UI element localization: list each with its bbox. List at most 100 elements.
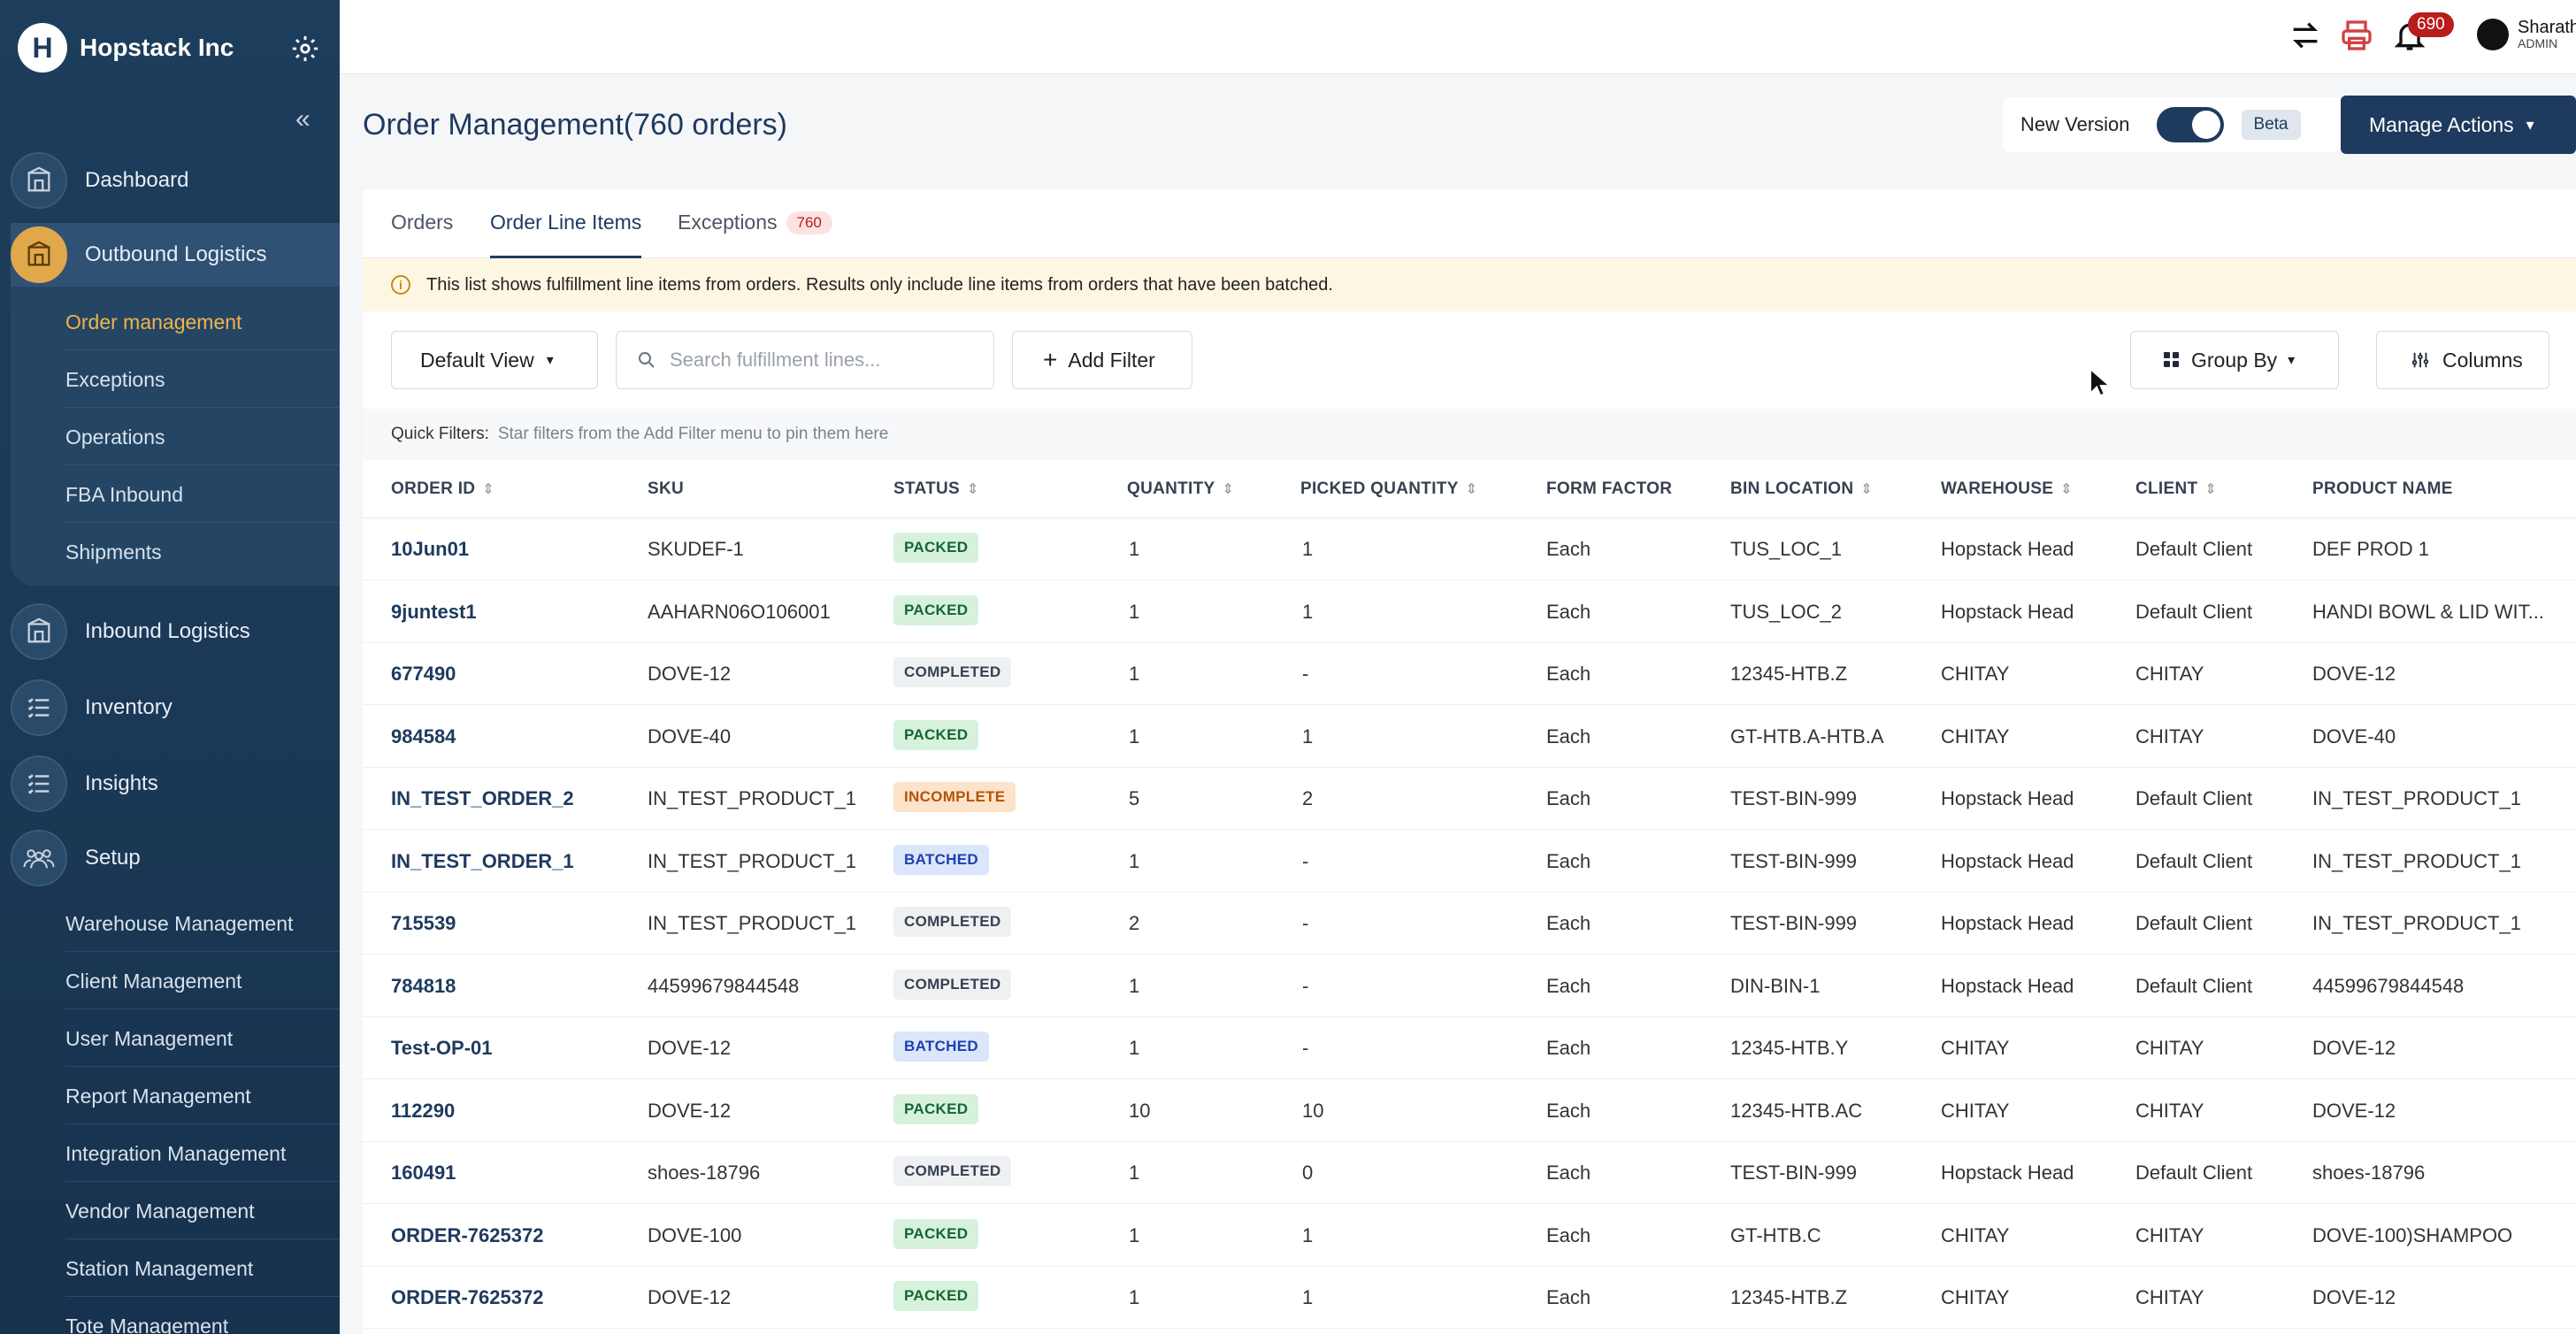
table-row[interactable]: IN_TEST_ORDER_1 IN_TEST_PRODUCT_1 BATCHED 1… bbox=[363, 831, 2576, 893]
nav-label: Inventory bbox=[85, 695, 172, 719]
table-row[interactable]: 112290 DOVE-12 PACKED 10 10 Each 12345-HTB.AC C… bbox=[363, 1080, 2576, 1142]
status-badge: COMPLETED bbox=[893, 657, 1012, 687]
col-status[interactable]: STATUS ⇕ bbox=[893, 479, 979, 499]
sidebar-item-report-management[interactable]: Report Management bbox=[65, 1068, 340, 1124]
sidebar-item-vendor-management[interactable]: Vendor Management bbox=[65, 1183, 340, 1239]
cell-order-id[interactable]: 984584 bbox=[391, 724, 456, 748]
default-view-dropdown[interactable]: Default View ▾ bbox=[391, 331, 598, 389]
col-product-name[interactable]: PRODUCT NAME bbox=[2312, 479, 2453, 499]
table-row[interactable]: 784818 44599679844548 COMPLETED 1 - Each DIN-B… bbox=[363, 955, 2576, 1017]
table-row[interactable]: 677490 DOVE-12 COMPLETED 1 - Each 12345-HTB.Z C… bbox=[363, 643, 2576, 705]
col-warehouse[interactable]: WAREHOUSE ⇕ bbox=[1941, 479, 2073, 499]
table-row[interactable]: 9juntest1 AAHARN06O106001 PACKED 1 1 Each TUS_… bbox=[363, 581, 2576, 643]
cell-order-id[interactable]: ORDER-7625372 bbox=[391, 1223, 544, 1246]
sidebar-item-tote-management[interactable]: Tote Management bbox=[65, 1298, 340, 1334]
col-quantity[interactable]: QUANTITY ⇕ bbox=[1127, 479, 1234, 499]
cell-order-id[interactable]: 9juntest1 bbox=[391, 600, 477, 623]
nav-outbound-logistics[interactable]: Outbound Logistics bbox=[11, 223, 340, 287]
sidebar-item-warehouse-management[interactable]: Warehouse Management bbox=[65, 895, 340, 952]
tab-order-line-items[interactable]: Order Line Items bbox=[490, 211, 642, 258]
table-row[interactable]: 10Jun01 SKUDEF-1 PACKED 1 1 Each TUS_LOC_1 Hops… bbox=[363, 518, 2576, 580]
cell-order-id[interactable]: ORDER-7625372 bbox=[391, 1286, 544, 1308]
cell-product-name: DOVE-100)SHAMPOO bbox=[2312, 1223, 2513, 1246]
manage-actions-button[interactable]: Manage Actions ▾ bbox=[2341, 96, 2576, 154]
nav-inbound-logistics[interactable]: Inbound Logistics bbox=[11, 600, 340, 663]
switch-arrows-icon[interactable] bbox=[2288, 18, 2323, 53]
cell-order-id[interactable]: Test-OP-01 bbox=[391, 1037, 493, 1059]
cell-client: Default Client bbox=[2135, 538, 2253, 560]
new-version-toggle[interactable] bbox=[2156, 107, 2224, 142]
sidebar-item-client-management[interactable]: Client Management bbox=[65, 953, 340, 1009]
nav-inventory[interactable]: Inventory bbox=[11, 676, 340, 740]
cell-quantity: 1 bbox=[1129, 1162, 1140, 1184]
columns-button[interactable]: Columns bbox=[2376, 331, 2549, 389]
col-order-id[interactable]: ORDER ID ⇕ bbox=[391, 479, 494, 499]
cell-order-id[interactable]: IN_TEST_ORDER_1 bbox=[391, 849, 574, 872]
cell-bin-location: TEST-BIN-999 bbox=[1730, 787, 1858, 809]
collapse-sidebar-icon[interactable]: « bbox=[295, 104, 310, 134]
nav-setup[interactable]: Setup bbox=[11, 826, 340, 890]
add-filter-button[interactable]: + Add Filter bbox=[1012, 331, 1192, 389]
sidebar-item-shipments[interactable]: Shipments bbox=[65, 540, 162, 564]
cell-picked-quantity: 10 bbox=[1302, 1099, 1324, 1122]
sidebar-item-fba-inbound[interactable]: FBA Inbound bbox=[65, 466, 340, 523]
col-bin-location[interactable]: BIN LOCATION ⇕ bbox=[1730, 479, 1873, 499]
cell-order-id[interactable]: 677490 bbox=[391, 663, 456, 685]
cell-order-id[interactable]: 10Jun01 bbox=[391, 538, 470, 560]
chevron-down-icon: ▾ bbox=[2288, 353, 2296, 368]
sidebar-item-exceptions[interactable]: Exceptions bbox=[65, 351, 340, 408]
search-placeholder: Search fulfillment lines... bbox=[670, 349, 881, 371]
cell-warehouse: Hopstack Head bbox=[1941, 787, 2074, 809]
topbar bbox=[340, 0, 2576, 74]
col-label: STATUS bbox=[893, 479, 960, 498]
cell-form-factor: Each bbox=[1546, 538, 1591, 560]
tab-orders[interactable]: Orders bbox=[391, 211, 454, 234]
sidebar-item-user-management[interactable]: User Management bbox=[65, 1010, 340, 1067]
nav-label: Outbound Logistics bbox=[85, 242, 267, 266]
cell-picked-quantity: - bbox=[1302, 849, 1309, 872]
table-row[interactable]: 160491 shoes-18796 COMPLETED 1 0 Each TEST-BIN… bbox=[363, 1142, 2576, 1204]
col-picked-quantity[interactable]: PICKED QUANTITY ⇕ bbox=[1300, 479, 1477, 499]
col-client[interactable]: CLIENT ⇕ bbox=[2135, 479, 2217, 499]
tab-exceptions[interactable]: Exceptions 760 bbox=[678, 211, 832, 258]
table-row[interactable]: ORDER-7625372 DOVE-100 PACKED 1 1 Each GT-HTB.… bbox=[363, 1205, 2576, 1267]
cell-client: CHITAY bbox=[2135, 1223, 2204, 1246]
table-row[interactable]: 715539 IN_TEST_PRODUCT_1 COMPLETED 2 - Each TE… bbox=[363, 893, 2576, 954]
cell-sku: DOVE-12 bbox=[648, 1286, 732, 1308]
brand[interactable]: H Hopstack Inc bbox=[18, 23, 234, 73]
table-row[interactable]: Test-OP-01 DOVE-12 BATCHED 1 - Each 12345-HTB.… bbox=[363, 1017, 2576, 1079]
cell-bin-location: TEST-BIN-999 bbox=[1730, 1162, 1858, 1184]
cell-product-name: DOVE-12 bbox=[2312, 1099, 2396, 1122]
cell-order-id[interactable]: IN_TEST_ORDER_2 bbox=[391, 787, 574, 809]
printer-icon[interactable] bbox=[2339, 18, 2374, 53]
status-badge: PACKED bbox=[893, 719, 979, 750]
gear-icon[interactable] bbox=[290, 34, 320, 64]
sidebar-item-integration-management[interactable]: Integration Management bbox=[65, 1125, 340, 1182]
user-menu[interactable]: Sharath ADMIN bbox=[2477, 18, 2576, 50]
status-badge: COMPLETED bbox=[893, 907, 1012, 937]
cell-product-name: IN_TEST_PRODUCT_1 bbox=[2312, 912, 2521, 934]
cell-order-id[interactable]: 715539 bbox=[391, 912, 456, 934]
sidebar-item-station-management[interactable]: Station Management bbox=[65, 1240, 340, 1297]
search-input[interactable]: Search fulfillment lines... bbox=[616, 331, 994, 389]
col-sku[interactable]: SKU bbox=[648, 479, 684, 499]
status-badge: COMPLETED bbox=[893, 969, 1012, 1000]
cell-order-id[interactable]: 112290 bbox=[391, 1099, 456, 1122]
table-row[interactable]: 984584 DOVE-40 PACKED 1 1 Each GT-HTB.A-HTB.A C… bbox=[363, 706, 2576, 768]
cell-bin-location: 12345-HTB.Z bbox=[1730, 663, 1848, 685]
col-form-factor[interactable]: FORM FACTOR bbox=[1546, 479, 1672, 499]
cell-quantity: 1 bbox=[1129, 538, 1140, 560]
cell-warehouse: CHITAY bbox=[1941, 663, 2010, 685]
sidebar-item-order-management[interactable]: Order management bbox=[65, 294, 340, 350]
cell-order-id[interactable]: 160491 bbox=[391, 1162, 456, 1184]
nav-insights[interactable]: Insights bbox=[11, 752, 340, 816]
table-row[interactable]: ORDER-7625372 DOVE-12 PACKED 1 1 Each 12345-HT… bbox=[363, 1267, 2576, 1329]
group-by-button[interactable]: Group By ▾ bbox=[2130, 331, 2339, 389]
cell-order-id[interactable]: 784818 bbox=[391, 974, 456, 997]
nav-label: Setup bbox=[85, 846, 141, 870]
cell-picked-quantity: - bbox=[1302, 663, 1309, 685]
nav-dashboard[interactable]: Dashboard bbox=[11, 149, 340, 212]
col-label: SKU bbox=[648, 479, 685, 498]
sidebar-item-operations[interactable]: Operations bbox=[65, 409, 340, 465]
table-row[interactable]: IN_TEST_ORDER_2 IN_TEST_PRODUCT_1 INCOMPLE… bbox=[363, 768, 2576, 830]
